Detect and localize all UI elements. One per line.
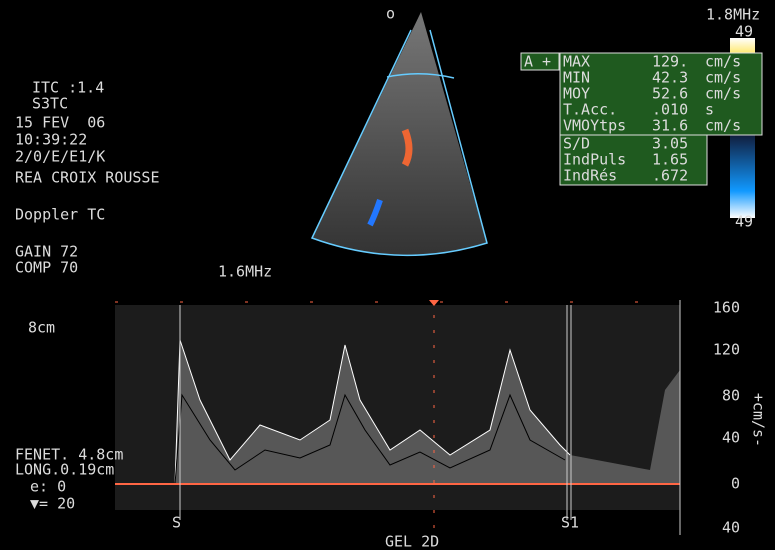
length: LONG.0.19cm xyxy=(15,461,114,479)
preset: S3TC xyxy=(32,95,68,113)
scale-label: 160 xyxy=(713,299,740,317)
unit: +cm/s- xyxy=(750,393,768,447)
page: o 1.8MHz 49 49 ITC :1.4 S3TC 15 FEV 06 1… xyxy=(0,0,775,550)
tag: A + xyxy=(524,53,551,71)
angle: ▼= 20 xyxy=(30,495,75,513)
scale-bottom: 49 xyxy=(735,213,753,231)
scale-label: 80 xyxy=(722,387,740,405)
e: e: 0 xyxy=(30,478,66,496)
color-flow xyxy=(405,130,409,165)
depth: 8cm xyxy=(28,319,55,337)
scale-label: 0 xyxy=(731,475,740,493)
date: 15 FEV 06 xyxy=(15,114,105,132)
scale-label: 40 xyxy=(722,519,740,537)
scale-label: 40 xyxy=(722,429,740,447)
time: 10:39:22 xyxy=(15,131,87,149)
gel: GEL 2D xyxy=(385,533,439,550)
marker-s: S xyxy=(172,514,181,532)
index-cell: .672 xyxy=(652,167,688,185)
marker: o xyxy=(386,5,395,23)
ultrasound-screen: o 1.8MHz 49 49 ITC :1.4 S3TC 15 FEV 06 1… xyxy=(0,0,775,550)
code: 2/0/E/E1/K xyxy=(15,148,105,166)
measure-cell: cm/s xyxy=(705,117,741,135)
probe-freq: 1.8MHz xyxy=(706,6,760,24)
scale-top: 49 xyxy=(735,23,753,41)
index-cell: IndRés xyxy=(563,167,617,185)
freq: 1.6MHz xyxy=(218,263,272,281)
measure-cell: 31.6 xyxy=(652,117,688,135)
site: REA CROIX ROUSSE xyxy=(15,169,160,187)
comp: COMP 70 xyxy=(15,259,78,277)
measure-cell: VMOYtps xyxy=(563,117,626,135)
marker-s1: S1 xyxy=(561,514,579,532)
scale-label: 120 xyxy=(713,341,740,359)
mode: Doppler TC xyxy=(15,206,105,224)
